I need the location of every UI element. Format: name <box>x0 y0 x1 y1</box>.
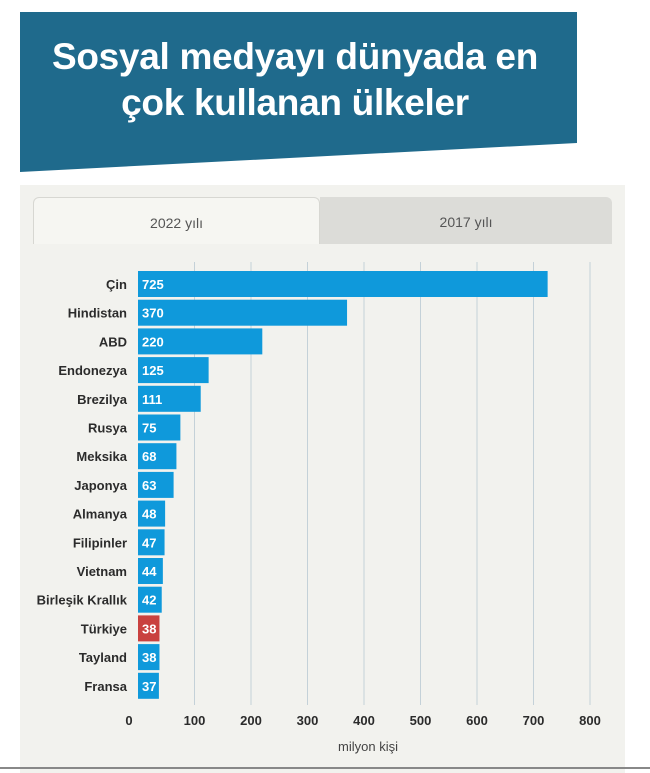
page-title: Sosyal medyayı dünyada en çok kullanan ü… <box>30 34 560 126</box>
bar-value-label-11: 42 <box>142 593 156 608</box>
category-label-2: ABD <box>99 334 127 349</box>
bar-13 <box>138 644 160 671</box>
x-axis-label: milyon kişi <box>338 739 398 754</box>
bar-value-label-14: 37 <box>142 679 156 694</box>
x-tick-label-300: 300 <box>297 713 319 728</box>
title-line-2: çok kullanan ülkeler <box>121 82 469 123</box>
bar-0 <box>138 271 548 297</box>
x-tick-label-0: 0 <box>125 713 132 728</box>
bar-8 <box>138 500 166 527</box>
bar-9 <box>138 529 165 556</box>
category-label-7: Japonya <box>74 478 128 493</box>
category-label-0: Çin <box>106 277 127 292</box>
bar-3 <box>138 357 209 384</box>
category-label-13: Tayland <box>79 650 127 665</box>
bar-value-label-8: 48 <box>142 507 156 522</box>
bar-value-label-7: 63 <box>142 478 156 493</box>
bar-1 <box>138 299 348 326</box>
category-label-12: Türkiye <box>81 621 127 636</box>
bar-value-label-5: 75 <box>142 421 156 436</box>
category-label-8: Almanya <box>73 507 128 522</box>
category-label-10: Vietnam <box>77 564 127 579</box>
x-tick-label-200: 200 <box>240 713 262 728</box>
bar-11 <box>138 586 162 613</box>
x-tick-label-400: 400 <box>353 713 375 728</box>
x-tick-label-600: 600 <box>466 713 488 728</box>
bar-5 <box>138 414 181 441</box>
bar-value-label-3: 125 <box>142 363 164 378</box>
tab-2022[interactable]: 2022 yılı <box>33 197 320 244</box>
title-line-1: Sosyal medyayı dünyada en <box>51 36 539 77</box>
category-label-9: Filipinler <box>73 535 127 550</box>
bar-4 <box>138 385 201 412</box>
category-label-14: Fransa <box>84 679 127 694</box>
bottom-divider <box>0 767 650 769</box>
category-label-6: Meksika <box>76 449 127 464</box>
x-tick-label-800: 800 <box>579 713 601 728</box>
bar-value-label-4: 111 <box>142 392 162 407</box>
bar-value-label-9: 47 <box>142 535 156 550</box>
x-tick-label-500: 500 <box>410 713 432 728</box>
bar-7 <box>138 471 174 498</box>
bar-10 <box>138 558 163 584</box>
bar-12 <box>138 615 160 642</box>
bar-value-label-13: 38 <box>142 650 156 665</box>
bar-value-label-10: 44 <box>142 564 157 579</box>
bar-value-label-2: 220 <box>142 334 164 349</box>
x-tick-label-700: 700 <box>523 713 545 728</box>
category-label-11: Birleşik Krallık <box>37 593 128 608</box>
category-label-1: Hindistan <box>68 306 127 321</box>
bar-2 <box>138 328 263 355</box>
bar-14 <box>138 672 159 699</box>
bar-value-label-1: 370 <box>142 306 164 321</box>
title-banner <box>20 12 577 172</box>
x-tick-label-100: 100 <box>184 713 206 728</box>
bar-value-label-6: 68 <box>142 449 156 464</box>
bar-6 <box>138 443 177 470</box>
category-label-5: Rusya <box>88 421 128 436</box>
tab-2017[interactable]: 2017 yılı <box>320 197 612 244</box>
category-label-3: Endonezya <box>58 363 127 378</box>
bar-value-label-12: 38 <box>142 621 156 636</box>
bar-value-label-0: 725 <box>142 277 164 292</box>
category-label-4: Brezilya <box>77 392 128 407</box>
title-banner-shape <box>20 12 577 172</box>
